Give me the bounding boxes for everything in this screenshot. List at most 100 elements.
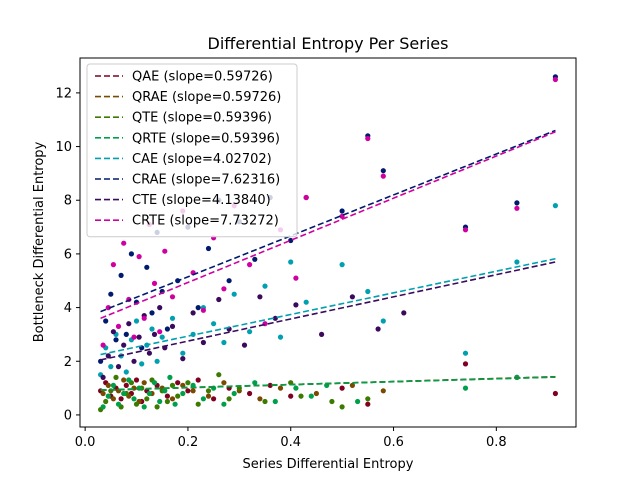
data-point [118,396,124,402]
data-point [308,393,314,399]
data-point [216,372,222,378]
data-point [462,361,469,367]
data-point [339,385,345,391]
data-point [133,401,140,407]
data-point [157,305,163,311]
data-point [115,323,122,329]
data-point [151,280,158,286]
legend-label: QTE (slope=0.59396) [132,111,272,126]
legend-entry: QAE (slope=0.59726) [95,70,273,85]
legend-entry: QRTE (slope=0.59396) [95,131,280,146]
data-point [118,272,124,278]
x-axis: 0.0 0.2 0.4 0.6 0.8 [75,427,507,450]
y-tick-label: 0 [64,408,72,423]
legend-entry: QRAE (slope=0.59726) [95,90,281,105]
data-point [164,398,170,405]
data-point [151,380,158,386]
data-point [221,380,227,386]
data-point [514,259,520,265]
data-point [123,331,129,337]
data-point [211,396,217,402]
data-point [380,168,386,174]
data-point [157,398,163,405]
data-point [252,256,258,262]
data-point [164,393,170,399]
data-point [154,358,160,364]
data-point [162,388,168,394]
data-point [133,377,140,383]
legend-label: CRTE (slope=7.73272) [132,214,279,229]
x-tick-label: 0.4 [280,435,301,450]
data-point [190,388,196,394]
data-point [319,331,325,337]
data-point [115,401,122,407]
data-point [221,339,227,346]
data-point [221,401,227,407]
data-point [355,398,361,405]
data-point [288,393,294,399]
data-point [375,326,381,332]
data-point [136,334,142,340]
data-point [167,374,173,380]
data-point [185,380,191,386]
data-point [231,291,237,297]
fit-line-5 [100,129,556,313]
data-point [293,275,299,281]
data-point [126,377,132,383]
data-point [110,329,116,335]
data-point [380,388,386,394]
data-point [205,245,212,252]
y-axis: 0 2 4 6 8 10 12 [55,86,80,423]
data-point [157,329,163,335]
legend-label: CTE (slope=4.13840) [132,193,271,208]
data-point [277,334,284,340]
data-point [247,390,253,397]
data-point [252,380,258,386]
data-point [462,385,469,391]
data-point [159,334,165,340]
data-point [462,350,469,356]
legend-entry: QTE (slope=0.59396) [95,111,272,126]
data-point [339,262,345,268]
data-point [365,396,371,402]
data-point [180,390,186,397]
data-point [200,307,206,313]
data-point [113,337,119,343]
data-point [131,358,137,364]
data-point [100,342,106,348]
data-point [195,305,201,311]
data-point [172,401,178,407]
data-point [136,254,142,260]
data-point [144,396,150,402]
data-point [169,323,176,329]
data-point [226,396,232,402]
data-point [185,388,191,394]
data-point [149,310,155,316]
data-point [121,390,127,397]
data-point [169,382,176,388]
fit-line-6 [100,261,556,361]
data-point [514,205,520,211]
data-point [272,315,278,321]
y-tick-label: 4 [64,301,72,316]
data-point [288,259,294,265]
data-point [121,240,127,246]
data-point [349,294,355,300]
legend-label: CAE (slope=4.02702) [132,152,272,167]
legend-box [86,63,298,238]
data-point [180,382,186,388]
data-point [169,396,176,402]
data-point [380,318,386,324]
data-point [139,361,145,367]
data-point [113,374,119,380]
y-tick-label: 12 [55,86,72,101]
data-point [365,401,371,407]
legend-label: QRTE (slope=0.59396) [132,131,280,146]
data-point [115,364,122,370]
data-point [401,310,407,316]
legend-label: QRAE (slope=0.59726) [132,90,281,105]
data-point [154,404,160,410]
data-point [146,390,152,397]
data-point [293,302,299,308]
